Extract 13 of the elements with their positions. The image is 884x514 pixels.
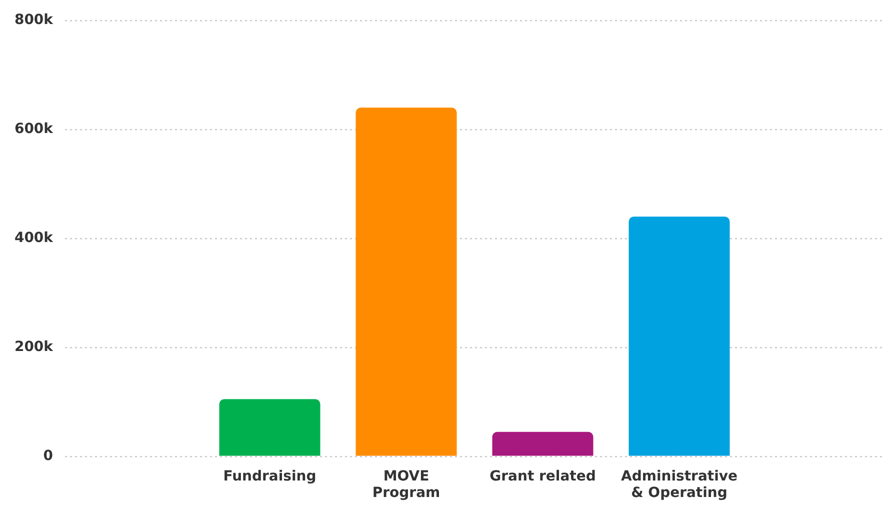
y-tick-label: 600k xyxy=(14,121,54,138)
x-tick-label: Grant related xyxy=(490,468,596,484)
y-tick-label: 400k xyxy=(14,230,54,246)
bar xyxy=(219,399,320,456)
bar xyxy=(492,432,594,456)
y-tick-label: 0 xyxy=(43,448,54,464)
x-tick-label: MOVE Program xyxy=(372,468,440,502)
bar xyxy=(628,216,730,456)
y-tick-label: 200k xyxy=(14,339,54,356)
x-tick-label: Administrative & Operating xyxy=(621,468,738,502)
bar xyxy=(356,108,457,456)
x-tick-label: Fundraising xyxy=(223,468,316,484)
y-tick-label: 800k xyxy=(14,12,54,28)
